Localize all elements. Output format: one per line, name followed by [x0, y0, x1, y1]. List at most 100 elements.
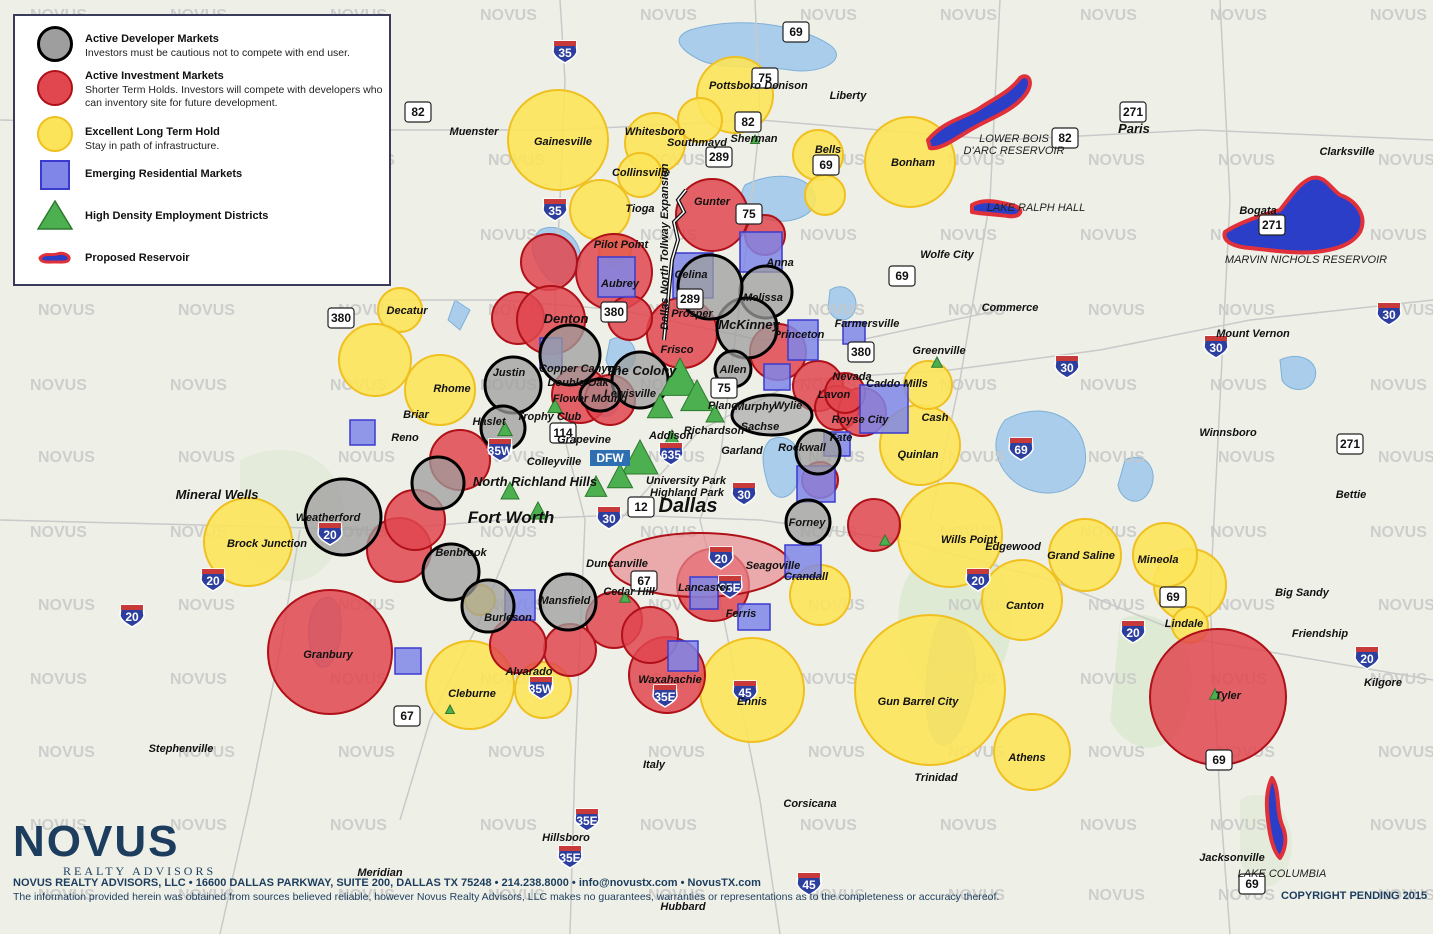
- place-label-waxahachie: Waxahachie: [638, 674, 701, 686]
- novus-watermark: NOVUS: [1080, 227, 1137, 244]
- employment-district-marker[interactable]: [749, 133, 761, 144]
- employment-district-marker[interactable]: [496, 420, 514, 437]
- developer-market-marker[interactable]: [410, 455, 466, 511]
- emerging-residential-marker[interactable]: [667, 640, 699, 672]
- highway-number: 271: [1262, 218, 1282, 232]
- developer-market-marker[interactable]: [460, 578, 516, 634]
- place-label-addison: Addison: [648, 430, 693, 442]
- place-label-edgewood: Edgewood: [985, 541, 1041, 553]
- novus-watermark: NOVUS: [480, 7, 537, 24]
- highway-number: 75: [742, 207, 756, 221]
- employment-district-marker[interactable]: [646, 392, 674, 419]
- long-term-hold-marker[interactable]: [804, 174, 846, 216]
- long-term-hold-marker[interactable]: [617, 152, 663, 198]
- long-term-hold-marker[interactable]: [993, 713, 1071, 791]
- novus-watermark: NOVUS: [488, 744, 545, 761]
- highway-380-shield: 380: [847, 341, 875, 363]
- reservoir-icon: [37, 250, 73, 271]
- employment-district-marker[interactable]: [606, 462, 634, 489]
- novus-watermark: NOVUS: [948, 887, 1005, 904]
- employment-district-marker[interactable]: [659, 356, 701, 396]
- developer-market-marker[interactable]: [538, 323, 602, 387]
- place-label-fort-worth: Fort Worth: [468, 508, 555, 527]
- place-label-trinidad: Trinidad: [914, 772, 957, 784]
- long-term-hold-marker[interactable]: [981, 559, 1063, 641]
- employment-district-marker[interactable]: [500, 480, 520, 500]
- place-label-commerce: Commerce: [982, 302, 1039, 314]
- developer-market-marker[interactable]: [578, 377, 622, 413]
- novus-watermark: NOVUS: [948, 152, 1005, 169]
- emerging-residential-marker[interactable]: [597, 256, 636, 298]
- novus-watermark: NOVUS: [170, 377, 227, 394]
- employment-district-marker[interactable]: [444, 703, 456, 714]
- highway-number: 30: [1060, 361, 1074, 375]
- developer-market-marker[interactable]: [784, 498, 832, 546]
- novus-watermark: NOVUS: [38, 449, 95, 466]
- logo-wordmark: NOVUS: [13, 817, 180, 866]
- long-term-hold-marker[interactable]: [1048, 518, 1122, 592]
- emerging-residential-marker[interactable]: [763, 363, 791, 391]
- employment-district-marker[interactable]: [878, 533, 892, 546]
- highway-number: 380: [331, 311, 351, 325]
- employment-district-marker[interactable]: [528, 500, 548, 520]
- lake-bob-sandlin: [1279, 355, 1317, 390]
- long-term-hold-marker[interactable]: [854, 614, 1006, 766]
- place-label-gainesville: Gainesville: [534, 136, 592, 148]
- highway-number: 12: [634, 500, 648, 514]
- developer-market-marker[interactable]: [730, 393, 814, 437]
- emerging-residential-marker[interactable]: [394, 647, 422, 675]
- long-term-hold-marker[interactable]: [425, 640, 515, 730]
- emerging-residential-marker[interactable]: [737, 603, 771, 631]
- highway-271-shield: 271: [1258, 214, 1286, 236]
- long-term-hold-marker[interactable]: [203, 497, 293, 587]
- investment-market-marker[interactable]: [267, 589, 393, 715]
- novus-watermark: NOVUS: [178, 449, 235, 466]
- legend-description: Stay in path of infrastructure.: [85, 140, 220, 152]
- investment-market-marker[interactable]: [847, 498, 901, 552]
- place-label-burleson: Burleson: [484, 612, 532, 624]
- highway-20-shield: 20: [200, 568, 226, 592]
- highway-number: DFW: [596, 451, 624, 465]
- employment-district-marker[interactable]: [930, 355, 944, 368]
- place-label-dallas: Dallas: [659, 495, 718, 517]
- place-label-grand-saline: Grand Saline: [1047, 550, 1115, 562]
- developer-market-marker[interactable]: [421, 542, 481, 602]
- employment-district-marker[interactable]: [618, 590, 632, 603]
- emerging-residential-marker[interactable]: [689, 576, 719, 610]
- emerging-residential-marker[interactable]: [349, 419, 376, 446]
- employment-district-marker[interactable]: [546, 397, 564, 414]
- place-label-bonham: Bonham: [891, 157, 935, 169]
- novus-logo: NOVUS REALTY ADVISORS: [13, 820, 216, 879]
- long-term-hold-marker[interactable]: [569, 179, 631, 241]
- novus-watermark: NOVUS: [1080, 377, 1137, 394]
- footer-contact: NOVUS REALTY ADVISORS, LLC • 16600 DALLA…: [13, 877, 761, 889]
- emerging-residential-marker[interactable]: [859, 384, 909, 434]
- developer-market-marker[interactable]: [483, 355, 543, 415]
- highway-number: 35W: [488, 444, 513, 458]
- employment-district-marker[interactable]: [621, 438, 659, 475]
- developer-market-marker[interactable]: [794, 428, 842, 476]
- developer-market-marker[interactable]: [538, 572, 598, 632]
- place-label-clarksville: Clarksville: [1319, 146, 1374, 158]
- emerging-residential-marker[interactable]: [784, 544, 822, 578]
- long-term-hold-marker[interactable]: [507, 89, 609, 191]
- employment-district-marker[interactable]: [584, 474, 608, 497]
- long-term-hold-marker[interactable]: [677, 97, 723, 143]
- highway-20-shield: 20: [1120, 620, 1146, 644]
- highway-number: 20: [714, 552, 728, 566]
- employment-district-marker[interactable]: [679, 378, 715, 412]
- long-term-hold-marker[interactable]: [377, 287, 423, 333]
- place-label-grapevine: Grapevine: [557, 434, 611, 446]
- place-label-frisco: Frisco: [660, 344, 693, 356]
- lake-ray-hubbard: [762, 437, 802, 498]
- emerging-residential-marker[interactable]: [787, 319, 819, 361]
- investment-market-marker[interactable]: [621, 606, 679, 664]
- employment-district-marker[interactable]: [1208, 687, 1222, 700]
- long-term-hold-marker[interactable]: [404, 354, 476, 426]
- employment-district-marker[interactable]: [705, 403, 725, 423]
- investment-market-marker[interactable]: [520, 233, 578, 291]
- long-term-hold-marker[interactable]: [338, 323, 412, 397]
- novus-watermark: NOVUS: [30, 671, 87, 688]
- place-label-pilot-point: Pilot Point: [594, 239, 650, 251]
